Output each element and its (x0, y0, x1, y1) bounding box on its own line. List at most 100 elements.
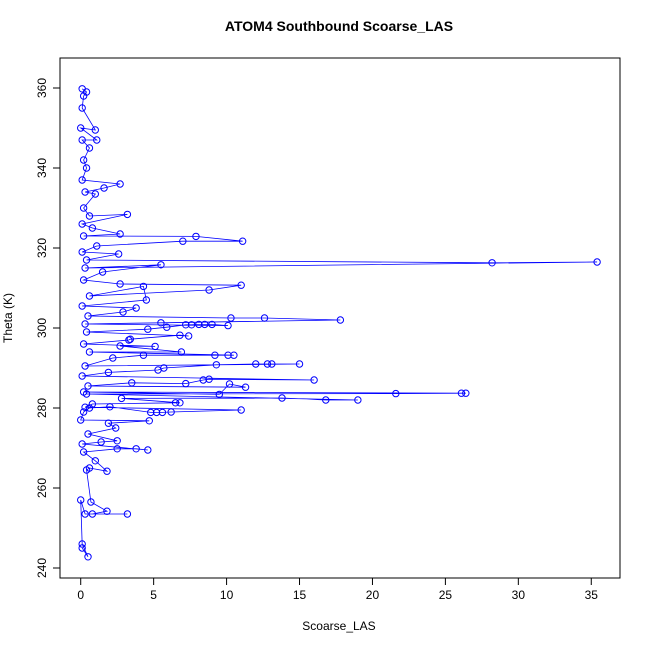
data-point (106, 403, 114, 411)
x-tick-label: 10 (220, 588, 234, 602)
data-point (205, 375, 213, 383)
data-point (78, 302, 86, 310)
data-line (79, 88, 598, 558)
data-point (457, 389, 466, 397)
data-point (208, 320, 216, 329)
x-tick-label: 30 (512, 588, 526, 602)
data-point (78, 104, 86, 112)
data-point (93, 242, 101, 250)
data-point (176, 399, 184, 407)
x-tick-label: 0 (77, 588, 84, 602)
x-tick-label: 25 (439, 588, 453, 602)
data-point (182, 379, 190, 388)
data-point (177, 348, 186, 356)
data-point (79, 156, 88, 164)
data-point (336, 316, 345, 324)
data-point (224, 351, 232, 359)
data-point (85, 212, 94, 220)
data-point (132, 445, 140, 453)
y-tick-label: 240 (35, 558, 49, 578)
data-point (78, 176, 86, 184)
x-tick-label: 15 (293, 588, 307, 602)
data-point (81, 264, 89, 272)
data-point (104, 419, 113, 427)
data-point (81, 320, 89, 328)
data-point (79, 408, 88, 416)
data-point (87, 498, 95, 506)
data-point (85, 292, 94, 300)
data-point (78, 220, 86, 228)
data-point (205, 286, 213, 294)
data-point (78, 372, 86, 380)
chart-title: ATOM4 Southbound Scoarse_LAS (225, 18, 453, 34)
data-point (260, 314, 269, 322)
data-point (187, 321, 196, 329)
data-point (91, 126, 100, 134)
data-point (100, 184, 108, 192)
data-point (125, 336, 133, 344)
data-point (78, 544, 86, 552)
data-point (81, 188, 89, 196)
data-point (116, 342, 124, 350)
x-tick-label: 35 (585, 588, 599, 602)
data-point (157, 261, 165, 269)
data-point (227, 314, 235, 322)
data-point (84, 430, 92, 438)
data-point (142, 296, 151, 304)
data-point (184, 332, 193, 340)
data-point (392, 389, 400, 398)
data-point (93, 136, 101, 144)
data-point (126, 335, 135, 343)
data-point (116, 180, 124, 188)
data-point (224, 321, 232, 330)
data-point (91, 457, 100, 465)
data-point (78, 540, 86, 548)
data-point (117, 394, 126, 403)
data-point (109, 354, 117, 362)
data-point (114, 250, 123, 258)
data-point (88, 510, 97, 518)
data-point (462, 389, 470, 397)
data-point (201, 320, 209, 329)
data-point (593, 258, 601, 266)
data-point (167, 408, 175, 416)
data-point (85, 348, 94, 356)
data-point (81, 362, 89, 370)
data-point (85, 464, 94, 472)
data-point (139, 351, 148, 359)
data-point (215, 390, 223, 399)
data-point (123, 210, 132, 219)
data-point (78, 440, 86, 448)
data-point (82, 256, 91, 264)
data-point (182, 321, 190, 329)
data-point (263, 360, 272, 368)
data-point (151, 342, 159, 351)
data-point (79, 276, 88, 284)
data-point (176, 331, 184, 339)
data-point (322, 396, 330, 404)
data-point (132, 304, 140, 312)
data-point (145, 417, 153, 425)
data-point (79, 204, 88, 212)
y-tick-label: 340 (35, 158, 49, 178)
y-tick-label: 300 (35, 318, 49, 338)
data-point (112, 424, 120, 432)
y-tick-label: 320 (35, 238, 49, 258)
data-point (116, 280, 124, 288)
data-point (79, 340, 88, 348)
data-point (85, 144, 94, 152)
data-point (241, 383, 250, 391)
data-point (238, 237, 247, 245)
data-point (488, 259, 496, 267)
data-point (171, 399, 180, 407)
data-point (113, 437, 121, 445)
data-point (113, 445, 121, 453)
data-point (195, 320, 203, 329)
data-point (158, 408, 167, 417)
data-point (91, 190, 100, 198)
data-point (252, 360, 260, 368)
data-point (88, 224, 97, 232)
